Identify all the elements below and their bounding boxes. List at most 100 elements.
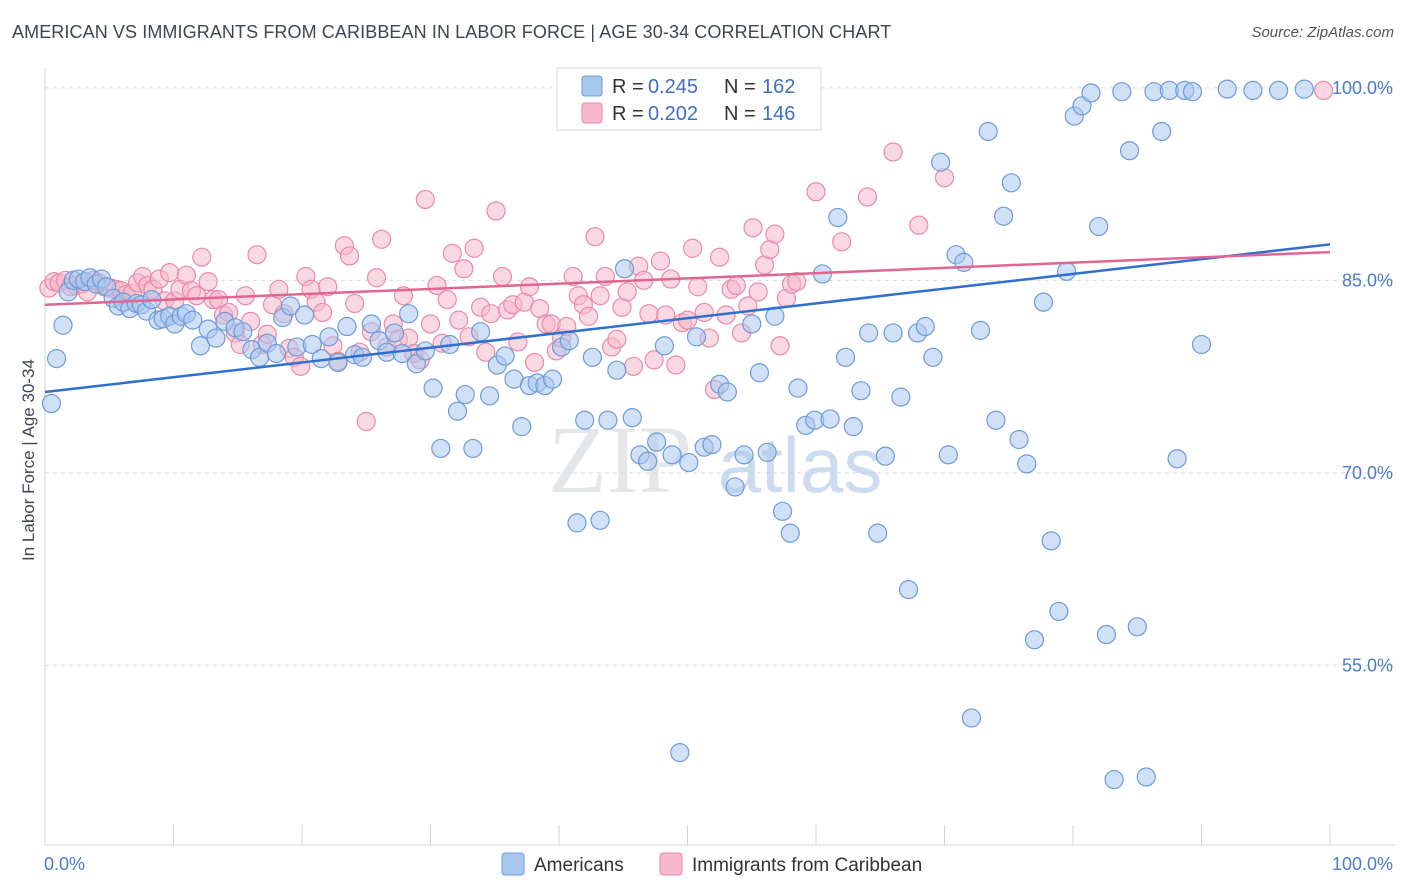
legend-bottom-swatch-americans xyxy=(501,852,525,876)
caribbean-point-144 xyxy=(1313,80,1334,101)
legend-n-label-caribbean: N = xyxy=(724,103,756,125)
americans-point-111 xyxy=(868,523,888,543)
caribbean-point-142 xyxy=(909,215,929,235)
americans-point-72 xyxy=(559,331,579,351)
caribbean-point-58 xyxy=(356,411,376,432)
americans-point-56 xyxy=(431,438,451,459)
caribbean-point-38 xyxy=(247,245,267,265)
caribbean-point-70 xyxy=(420,314,441,334)
americans-point-101 xyxy=(788,378,808,398)
caribbean-point-75 xyxy=(449,310,469,330)
americans-point-47 xyxy=(361,314,381,334)
caribbean-points xyxy=(39,80,1334,432)
americans-point-26 xyxy=(190,336,211,356)
caribbean-point-28 xyxy=(192,247,212,267)
americans-point-83 xyxy=(647,432,667,452)
americans-point-113 xyxy=(883,323,903,343)
americans-point-123 xyxy=(961,708,982,728)
caribbean-point-134 xyxy=(770,336,790,356)
americans-point-50 xyxy=(384,323,405,343)
y-tick-label-3: 55.0% xyxy=(1342,655,1393,675)
caribbean-point-89 xyxy=(524,352,545,373)
caribbean-point-80 xyxy=(476,342,496,362)
americans-point-78 xyxy=(607,360,627,380)
americans-point-70 xyxy=(542,369,563,389)
americans-point-55 xyxy=(423,378,443,398)
americans-point-60 xyxy=(463,438,483,459)
americans-point-95 xyxy=(742,314,762,334)
americans-point-106 xyxy=(828,207,848,228)
americans-point-99 xyxy=(772,501,793,521)
americans-point-110 xyxy=(859,323,879,343)
caribbean-point-82 xyxy=(486,201,506,221)
y-tick-label-1: 85.0% xyxy=(1342,270,1393,290)
legend-swatch-americans xyxy=(581,75,603,97)
legend-r-value-caribbean: 0.202 xyxy=(648,103,698,125)
legend-stats: R = 0.245 N = 162 R = 0.202 N = 146 xyxy=(556,67,822,131)
americans-point-82 xyxy=(638,451,658,471)
americans-point-107 xyxy=(835,347,856,367)
americans-point-93 xyxy=(725,477,745,497)
caribbean-point-88 xyxy=(519,277,540,297)
caribbean-point-139 xyxy=(832,232,852,252)
caribbean-point-22 xyxy=(160,263,180,283)
caribbean-point-56 xyxy=(345,293,365,314)
americans-point-62 xyxy=(480,386,500,406)
x-tick-label-1: 100.0% xyxy=(1332,854,1393,874)
americans-point-66 xyxy=(512,417,532,437)
americans-point-37 xyxy=(280,296,301,316)
y-tick-label-0: 100.0% xyxy=(1332,78,1393,98)
americans-point-128 xyxy=(1001,173,1021,193)
americans-point-1 xyxy=(46,349,67,369)
caribbean-point-55 xyxy=(339,246,360,266)
americans-point-109 xyxy=(851,381,871,401)
caribbean-point-112 xyxy=(650,251,671,271)
americans-point-73 xyxy=(567,513,587,533)
americans-point-76 xyxy=(590,510,610,530)
legend-r-label-americans: R = xyxy=(612,76,644,98)
caribbean-point-141 xyxy=(883,142,903,162)
americans-point-2 xyxy=(53,315,73,335)
caribbean-point-140 xyxy=(857,187,878,207)
caribbean-point-130 xyxy=(748,282,768,302)
caribbean-point-118 xyxy=(683,238,703,258)
legend-bottom-caribbean: Immigrants from Caribbean xyxy=(692,855,922,876)
americans-point-119 xyxy=(931,152,951,172)
americans-point-105 xyxy=(820,409,840,429)
y-tick-label-2: 70.0% xyxy=(1342,463,1393,483)
legend-series: Americans Immigrants from Caribbean xyxy=(501,852,922,876)
americans-point-153 xyxy=(1217,79,1237,99)
americans-point-90 xyxy=(702,435,722,455)
americans-point-132 xyxy=(1033,292,1054,312)
americans-point-115 xyxy=(898,580,919,600)
caribbean-point-137 xyxy=(787,272,807,292)
caribbean-point-107 xyxy=(623,356,644,376)
americans-point-79 xyxy=(614,259,635,279)
americans-point-31 xyxy=(233,322,253,342)
caribbean-point-110 xyxy=(639,304,659,324)
caribbean-point-83 xyxy=(492,266,513,287)
legend-bottom-americans: Americans xyxy=(534,855,624,876)
americans-point-25 xyxy=(183,310,203,330)
americans-point-77 xyxy=(598,410,618,430)
caribbean-point-138 xyxy=(806,182,826,202)
caribbean-point-100 xyxy=(585,227,605,247)
caribbean-point-126 xyxy=(726,275,746,296)
legend-n-value-americans: 162 xyxy=(762,76,795,98)
americans-point-97 xyxy=(757,442,777,462)
americans-point-133 xyxy=(1041,531,1061,551)
americans-point-54 xyxy=(415,341,435,361)
trend-lines xyxy=(44,243,1331,394)
americans-point-142 xyxy=(1112,82,1132,102)
caribbean-point-29 xyxy=(198,272,218,292)
americans-point-94 xyxy=(734,445,754,465)
americans-point-42 xyxy=(319,327,339,347)
americans-point-124 xyxy=(970,320,991,340)
americans-point-39 xyxy=(294,305,315,325)
americans-point-127 xyxy=(994,206,1014,226)
caribbean-point-73 xyxy=(437,289,457,310)
americans-point-120 xyxy=(938,445,958,465)
americans-point-154 xyxy=(1243,80,1263,101)
y-axis-label: In Labor Force | Age 30-34 xyxy=(19,359,38,561)
